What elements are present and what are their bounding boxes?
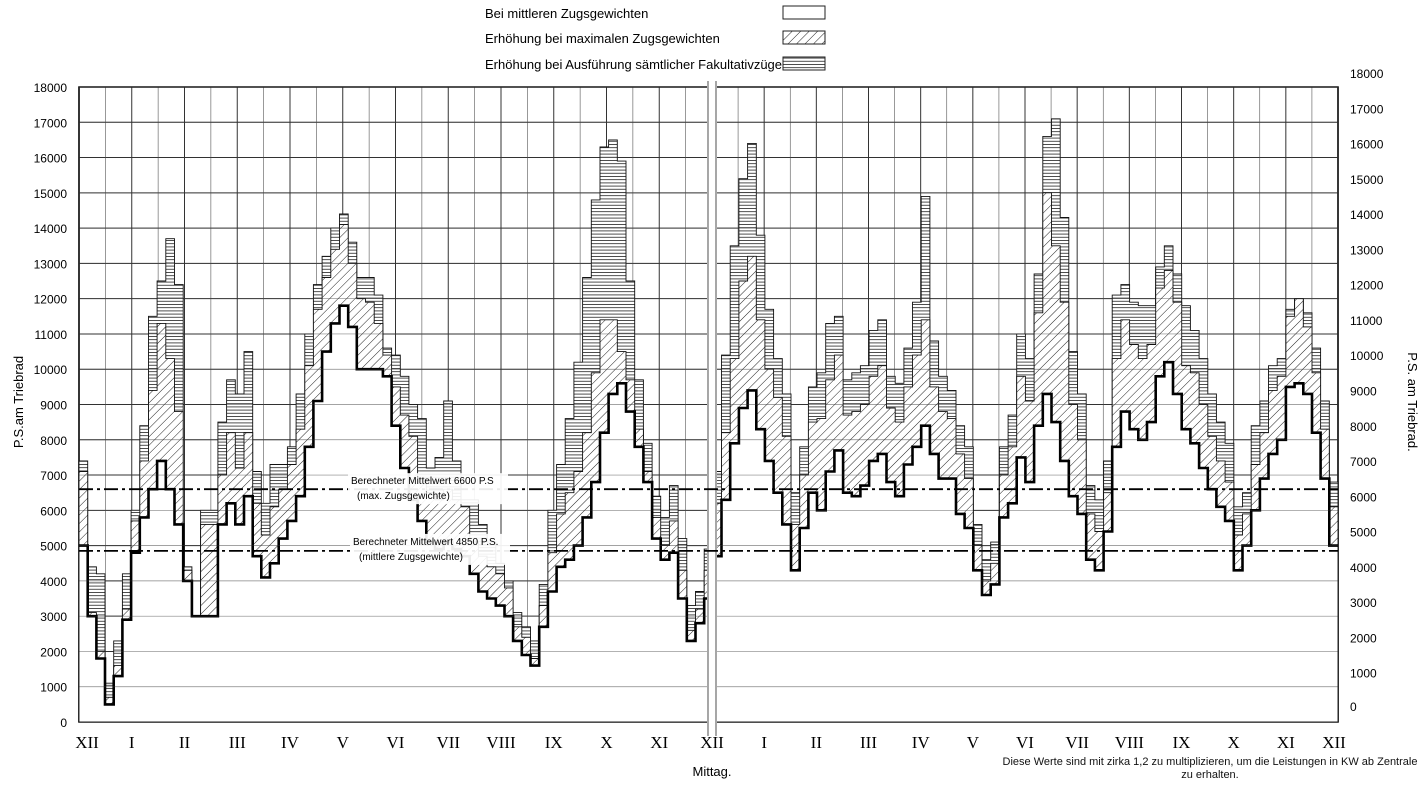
x-tick-label: VIII <box>1115 733 1145 752</box>
x-tick-label: XI <box>650 733 668 752</box>
y-tick-label-right: 18000 <box>1350 67 1384 81</box>
y-tick-label-right: 14000 <box>1350 208 1384 222</box>
x-tick-label: VIII <box>486 733 516 752</box>
x-tick-label: XII <box>1322 733 1346 752</box>
x-tick-label: XII <box>700 733 724 752</box>
y-tick-label-right: 5000 <box>1350 526 1377 540</box>
y-tick-label-left: 2000 <box>40 645 67 659</box>
y-axis-right: 0 1000 2000 3000 4000 5000 6000 7000 8000 9000 100… <box>1350 67 1384 714</box>
legend: Bei mittleren Zugsgewichten Erhöhung bei… <box>485 5 826 72</box>
y-tick-label-right: 0 <box>1350 700 1357 714</box>
y-tick-label-right: 3000 <box>1350 596 1377 610</box>
x-tick-label: VI <box>387 733 405 752</box>
x-tick-label: VI <box>1016 733 1034 752</box>
y-tick-label-left: 17000 <box>34 116 68 130</box>
y-tick-label-left: 9000 <box>40 399 67 413</box>
legend-swatch-horizontal <box>782 56 826 71</box>
y-tick-label-left: 8000 <box>40 434 67 448</box>
y-tick-label-left: 12000 <box>34 293 68 307</box>
x-tick-label: X <box>600 733 612 752</box>
y-tick-label-right: 13000 <box>1350 243 1384 257</box>
y-tick-label-left: 0 <box>60 716 67 730</box>
y-tick-label-right: 12000 <box>1350 279 1384 293</box>
y-tick-label-left: 6000 <box>40 504 67 518</box>
reference-sublabel: (max. Zugsgewichte) <box>357 491 450 502</box>
y-tick-label-right: 1000 <box>1350 667 1377 681</box>
y-tick-label-right: 15000 <box>1350 173 1384 187</box>
y-tick-label-right: 2000 <box>1350 631 1377 645</box>
y-tick-label-left: 3000 <box>40 610 67 624</box>
conversion-note: Diese Werte sind mit zirka 1,2 zu multip… <box>1002 756 1418 781</box>
plot-areas <box>78 81 1339 738</box>
y-tick-label-right: 17000 <box>1350 102 1384 116</box>
y-tick-label-right: 11000 <box>1350 314 1383 328</box>
y-tick-label-left: 5000 <box>40 540 67 554</box>
y-axis-left: 0 1000 2000 3000 4000 5000 6000 7000 8000 9000 100… <box>34 81 68 730</box>
y-tick-label-left: 10000 <box>34 363 68 377</box>
y-tick-label-right: 10000 <box>1350 349 1384 363</box>
y-tick-label-left: 13000 <box>34 257 68 271</box>
y-tick-label-left: 4000 <box>40 575 67 589</box>
y-axis-right-label: P.S. am Triebrad. <box>1405 352 1420 451</box>
x-tick-label: IX <box>1173 733 1191 752</box>
y-tick-label-left: 16000 <box>34 152 68 166</box>
x-tick-label: IV <box>281 733 300 752</box>
x-tick-label: III <box>860 733 877 752</box>
x-tick-label: XI <box>1277 733 1295 752</box>
reference-label: Berechneter Mittelwert 6600 P.S <box>351 476 494 487</box>
legend-label-fakultativ: Erhöhung bei Ausführung sämtlicher Fakul… <box>485 57 782 72</box>
x-tick-label: XII <box>75 733 99 752</box>
y-tick-label-left: 1000 <box>40 681 67 695</box>
y-tick-label-left: 14000 <box>34 222 68 236</box>
y-tick-label-right: 4000 <box>1350 561 1377 575</box>
y-axis-left-label: P.S.am Triebrad <box>11 356 26 448</box>
legend-label-maximale: Erhöhung bei maximalen Zugsgewichten <box>485 31 720 46</box>
x-tick-label: III <box>229 733 246 752</box>
y-tick-label-right: 7000 <box>1350 455 1377 469</box>
reference-lines: Berechneter Mittelwert 6600 P.S (max. Zug… <box>79 473 1338 565</box>
x-tick-label: II <box>811 733 823 752</box>
y-tick-label-right: 16000 <box>1350 138 1384 152</box>
x-tick-label: IV <box>912 733 931 752</box>
legend-swatch-diagonal <box>782 30 826 45</box>
y-tick-label-left: 18000 <box>34 81 68 95</box>
reference-label-bg <box>348 473 508 505</box>
y-tick-label-left: 7000 <box>40 469 67 483</box>
x-tick-label: V <box>337 733 350 752</box>
reference-sublabel: (mittlere Zugsgewichte) <box>359 552 463 563</box>
x-tick-label: VII <box>1065 733 1089 752</box>
y-tick-label-left: 15000 <box>34 187 68 201</box>
x-tick-label: IX <box>545 733 563 752</box>
y-tick-label-right: 6000 <box>1350 490 1377 504</box>
x-tick-label: I <box>761 733 767 752</box>
x-tick-label: X <box>1228 733 1240 752</box>
x-center-label: Mittag. <box>692 764 731 779</box>
x-tick-label: VII <box>436 733 460 752</box>
x-tick-label: V <box>967 733 980 752</box>
x-tick-label: II <box>179 733 191 752</box>
reference-label-bg <box>350 533 510 565</box>
y-tick-label-right: 9000 <box>1350 385 1377 399</box>
legend-label-mittlere: Bei mittleren Zugsgewichten <box>485 6 648 21</box>
x-tick-label: I <box>129 733 135 752</box>
legend-swatch-plain <box>782 5 826 20</box>
y-tick-label-left: 11000 <box>35 328 68 342</box>
x-axis: XII I II III IV V VI VII VIII IX X XI XII I II III IV V VI… <box>75 733 1346 752</box>
y-tick-label-right: 8000 <box>1350 420 1377 434</box>
reference-label: Berechneter Mittelwert 4850 P.S. <box>353 537 498 548</box>
noon-gap <box>707 81 717 738</box>
